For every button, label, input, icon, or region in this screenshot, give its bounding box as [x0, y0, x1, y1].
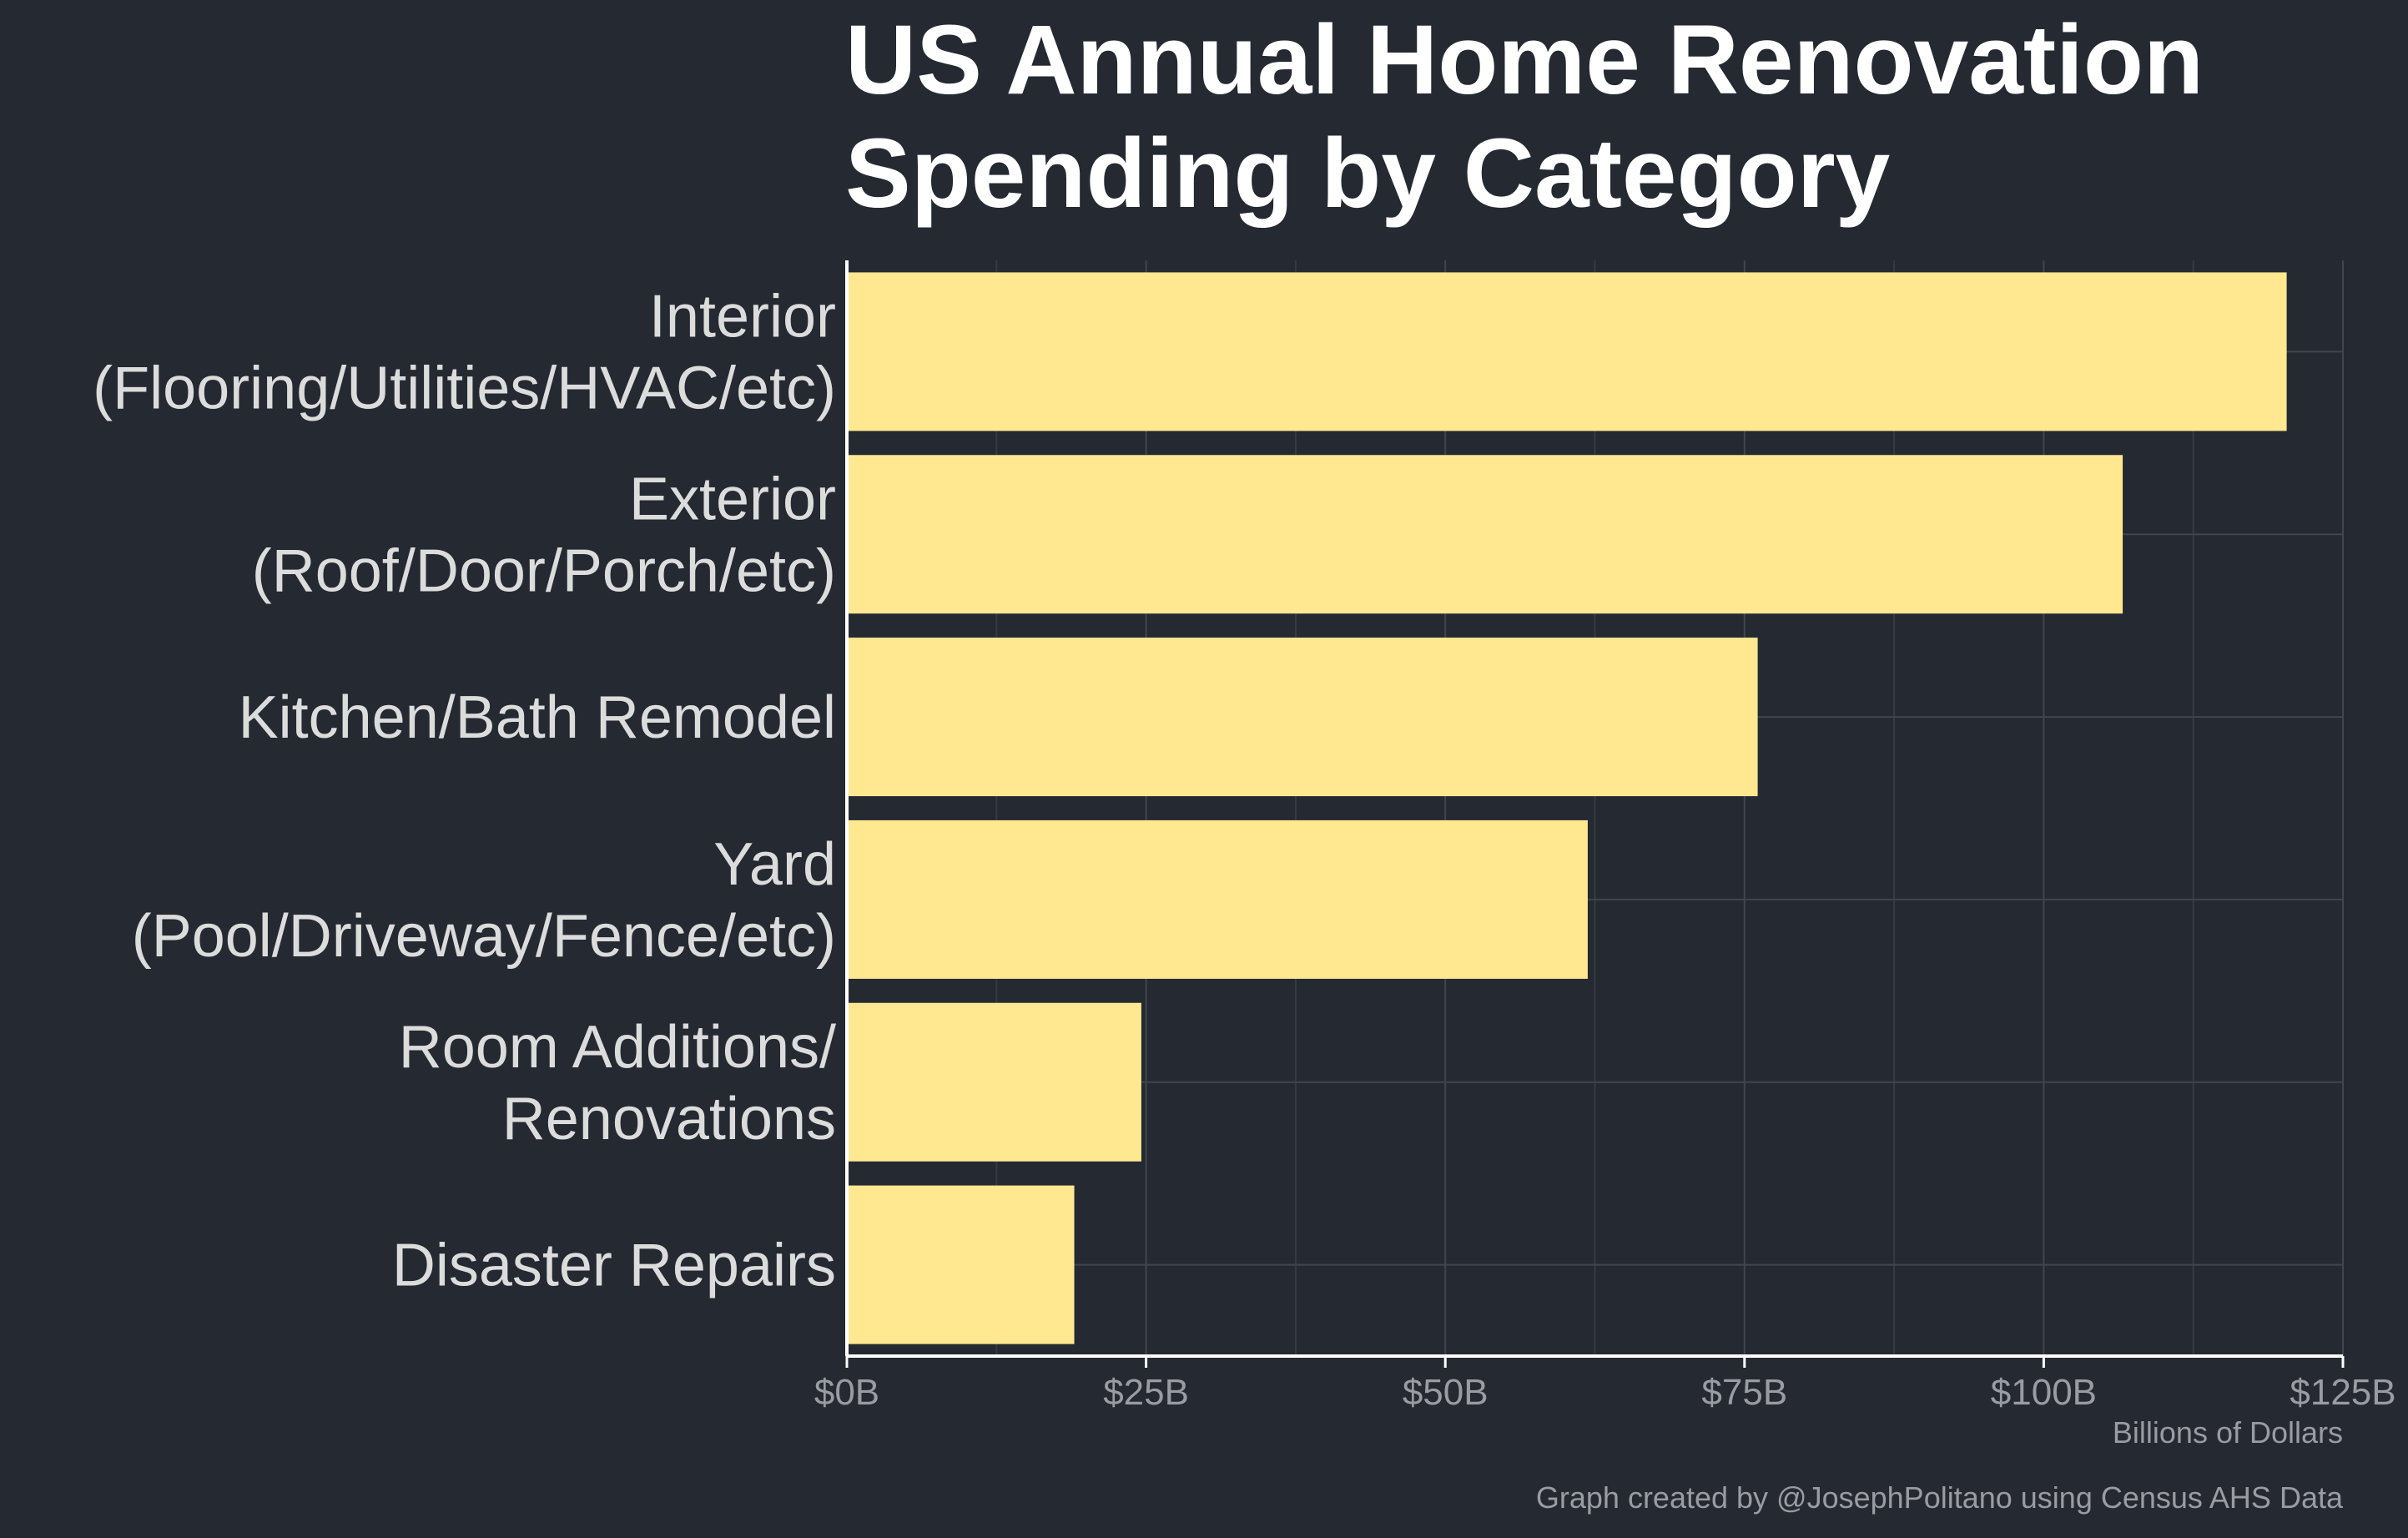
category-labels: Interior(Flooring/Utilities/HVAC/etc) Ext… — [93, 283, 836, 1298]
x-tick-label: $25B — [1103, 1372, 1189, 1413]
x-tick-label: $75B — [1701, 1372, 1787, 1413]
bar — [847, 1002, 1141, 1162]
x-tick-labels: $0B $25B $50B $75B $100B $125B — [814, 1356, 2396, 1413]
category-label: (Flooring/Utilities/HVAC/etc) — [93, 355, 836, 421]
x-tick-label: $0B — [814, 1372, 879, 1413]
x-tick-label: $100B — [1991, 1372, 2097, 1413]
bar — [847, 1185, 1075, 1344]
title-line: US Annual Home Renovation — [845, 5, 2204, 115]
category-label: Kitchen/Bath Remodel — [239, 684, 836, 751]
x-tick-label: $125B — [2290, 1372, 2395, 1413]
category-label: Room Additions/ — [399, 1014, 836, 1081]
category-label: Renovations — [502, 1086, 836, 1152]
category-label: (Roof/Door/Porch/etc) — [252, 537, 836, 604]
category-label: Interior — [649, 283, 836, 350]
caption: Graph created by @JosephPolitano using C… — [1536, 1480, 2344, 1515]
category-label: (Pool/Driveway/Fence/etc) — [132, 903, 836, 970]
axes — [845, 260, 2343, 1358]
bar — [847, 272, 2287, 431]
bar — [847, 819, 1588, 979]
bars — [847, 272, 2287, 1344]
category-label: Yard — [713, 831, 836, 898]
title-line: Spending by Category — [845, 119, 1890, 229]
x-axis-label: Billions of Dollars — [2113, 1415, 2343, 1450]
x-tick-label: $50B — [1403, 1372, 1489, 1413]
bar — [847, 638, 1758, 797]
category-label: Exterior — [629, 466, 836, 532]
category-label: Disaster Repairs — [392, 1233, 836, 1299]
bar — [847, 455, 2123, 614]
